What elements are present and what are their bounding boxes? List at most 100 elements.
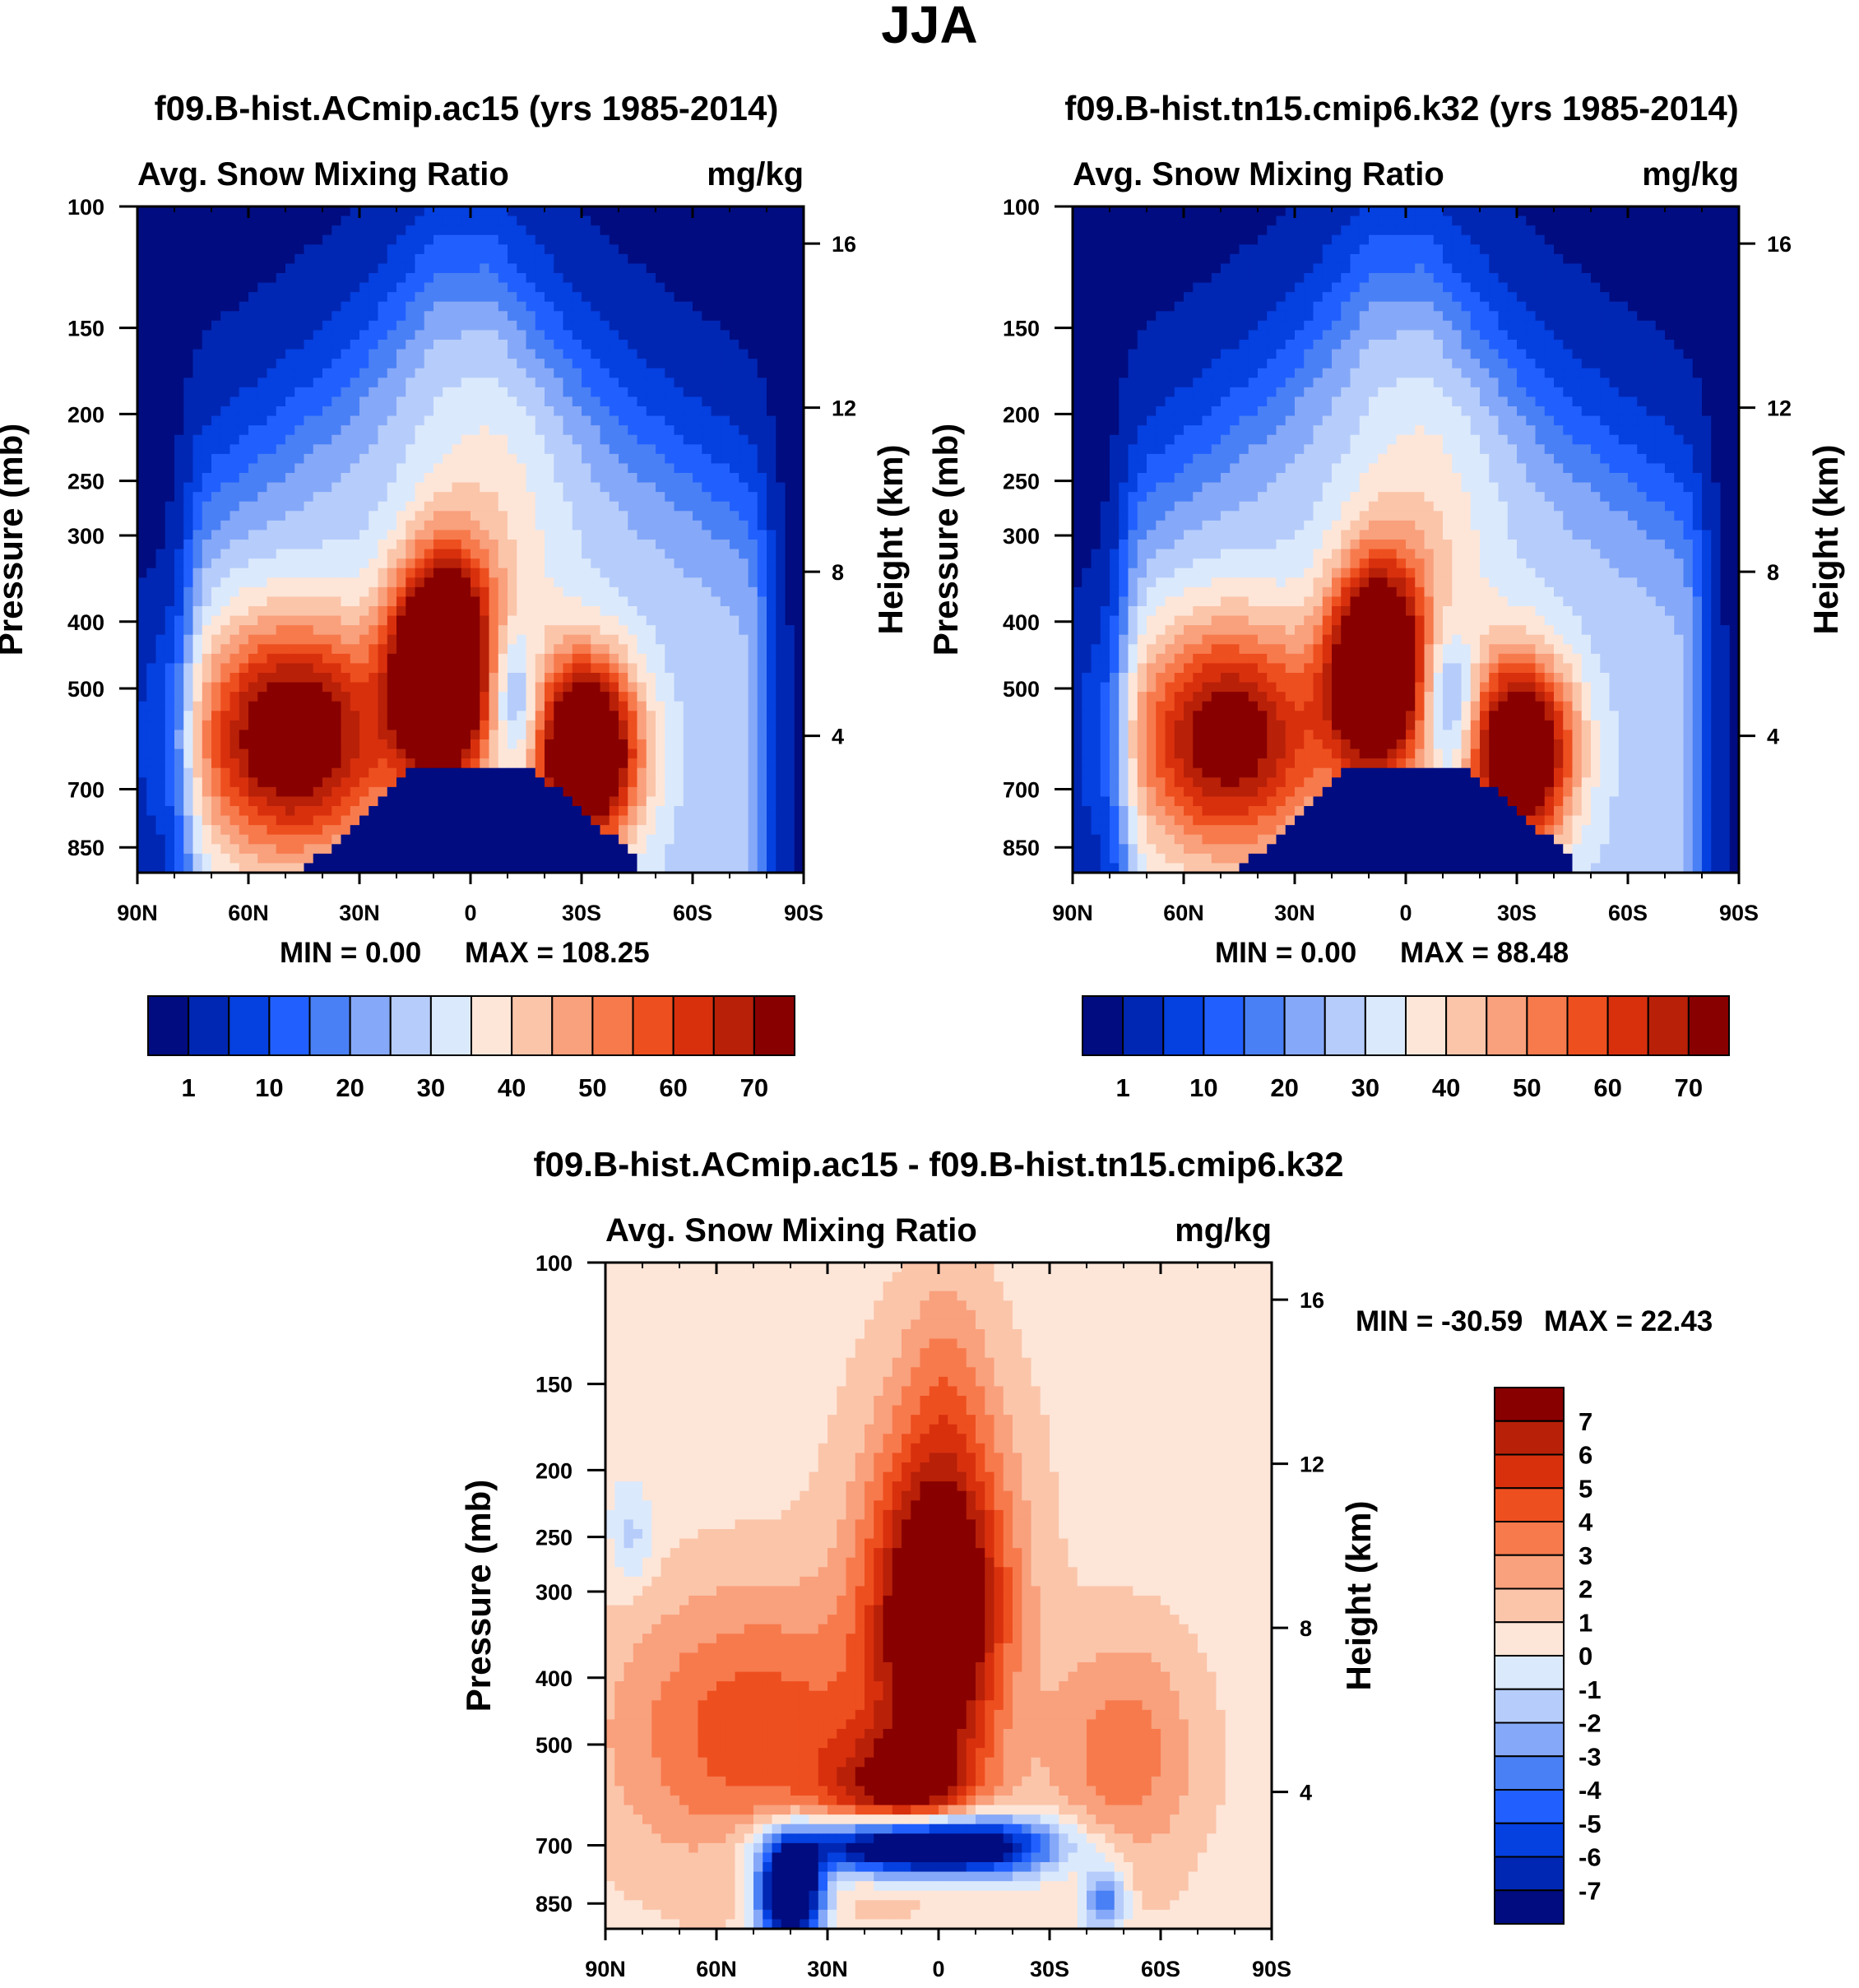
field-cell bbox=[433, 692, 443, 702]
field-cell bbox=[285, 786, 295, 798]
field-cell bbox=[517, 606, 527, 617]
field-cell bbox=[443, 644, 453, 655]
field-cell bbox=[155, 463, 166, 474]
field-cell bbox=[461, 244, 471, 255]
field-cell bbox=[619, 596, 628, 607]
field-cell bbox=[489, 234, 499, 245]
field-cell bbox=[572, 634, 582, 645]
field-cell bbox=[359, 558, 369, 569]
field-cell bbox=[202, 796, 212, 807]
field-cell bbox=[776, 340, 786, 350]
field-cell bbox=[452, 378, 462, 388]
field-cell bbox=[702, 653, 712, 665]
field-cell bbox=[202, 692, 212, 702]
field-cell bbox=[683, 777, 693, 788]
field-cell bbox=[322, 825, 332, 836]
field-cell bbox=[720, 387, 730, 398]
field-cell bbox=[757, 606, 767, 617]
field-cell bbox=[720, 378, 730, 388]
field-cell bbox=[192, 844, 203, 855]
field-cell bbox=[202, 853, 212, 864]
field-cell bbox=[304, 520, 314, 531]
field-cell bbox=[656, 711, 665, 721]
field-cell bbox=[452, 673, 462, 684]
field-cell bbox=[720, 853, 730, 864]
field-cell bbox=[637, 615, 647, 626]
field-cell bbox=[220, 253, 231, 265]
field-cell bbox=[739, 796, 749, 807]
field-cell bbox=[600, 796, 610, 807]
field-cell bbox=[461, 701, 471, 711]
field-cell bbox=[656, 282, 665, 293]
field-cell bbox=[359, 739, 369, 750]
field-cell bbox=[767, 263, 777, 274]
field-cell bbox=[785, 786, 795, 798]
field-cell bbox=[489, 711, 499, 721]
field-cell bbox=[406, 340, 416, 350]
field-cell bbox=[674, 692, 684, 702]
field-cell bbox=[702, 349, 712, 359]
field-cell bbox=[498, 653, 508, 665]
field-cell bbox=[693, 234, 702, 245]
field-cell bbox=[183, 501, 194, 512]
field-cell bbox=[211, 330, 221, 341]
field-cell bbox=[331, 320, 342, 331]
field-cell bbox=[174, 815, 184, 826]
field-cell bbox=[294, 786, 305, 798]
field-cell bbox=[359, 387, 369, 398]
field-cell bbox=[628, 615, 638, 626]
field-cell bbox=[609, 568, 619, 578]
field-cell bbox=[471, 234, 480, 245]
field-cell bbox=[257, 653, 268, 665]
field-cell bbox=[702, 311, 712, 322]
field-cell bbox=[554, 387, 564, 398]
field-cell bbox=[146, 434, 157, 445]
field-cell bbox=[229, 815, 240, 826]
field-cell bbox=[174, 396, 184, 407]
field-cell bbox=[461, 682, 471, 693]
field-cell bbox=[276, 825, 286, 836]
field-cell bbox=[563, 387, 573, 398]
field-cell bbox=[452, 292, 462, 303]
field-cell bbox=[239, 796, 249, 807]
field-cell bbox=[517, 206, 527, 217]
field-cell bbox=[155, 206, 166, 217]
field-cell bbox=[424, 368, 434, 378]
field-cell bbox=[322, 396, 332, 407]
field-cell bbox=[665, 473, 675, 484]
field-cell bbox=[665, 330, 675, 341]
field-cell bbox=[369, 396, 379, 407]
field-cell bbox=[757, 359, 767, 369]
field-cell bbox=[369, 786, 379, 798]
field-cell bbox=[794, 568, 804, 578]
field-cell bbox=[619, 349, 628, 359]
field-cell bbox=[331, 692, 342, 702]
field-cell bbox=[211, 711, 221, 721]
field-cell bbox=[572, 330, 582, 341]
field-cell bbox=[508, 653, 517, 665]
field-cell bbox=[609, 253, 619, 265]
field-cell bbox=[471, 739, 480, 750]
field-cell bbox=[517, 349, 527, 359]
field-cell bbox=[192, 682, 203, 693]
field-cell bbox=[452, 511, 462, 521]
field-cell bbox=[785, 349, 795, 359]
field-cell bbox=[406, 596, 416, 607]
field-cell bbox=[646, 320, 656, 331]
field-cell bbox=[461, 739, 471, 750]
field-cell bbox=[656, 558, 665, 569]
field-cell bbox=[609, 206, 619, 217]
field-cell bbox=[267, 796, 277, 807]
field-cell bbox=[498, 577, 508, 588]
field-cell bbox=[702, 444, 712, 455]
field-cell bbox=[396, 292, 406, 303]
field-cell bbox=[137, 786, 147, 798]
field-cell bbox=[748, 853, 758, 864]
field-cell bbox=[406, 606, 416, 617]
field-cell bbox=[285, 396, 295, 407]
field-cell bbox=[609, 625, 619, 636]
field-cell bbox=[730, 558, 739, 569]
field-cell bbox=[313, 320, 323, 331]
field-cell bbox=[202, 340, 212, 350]
field-cell bbox=[656, 786, 665, 798]
